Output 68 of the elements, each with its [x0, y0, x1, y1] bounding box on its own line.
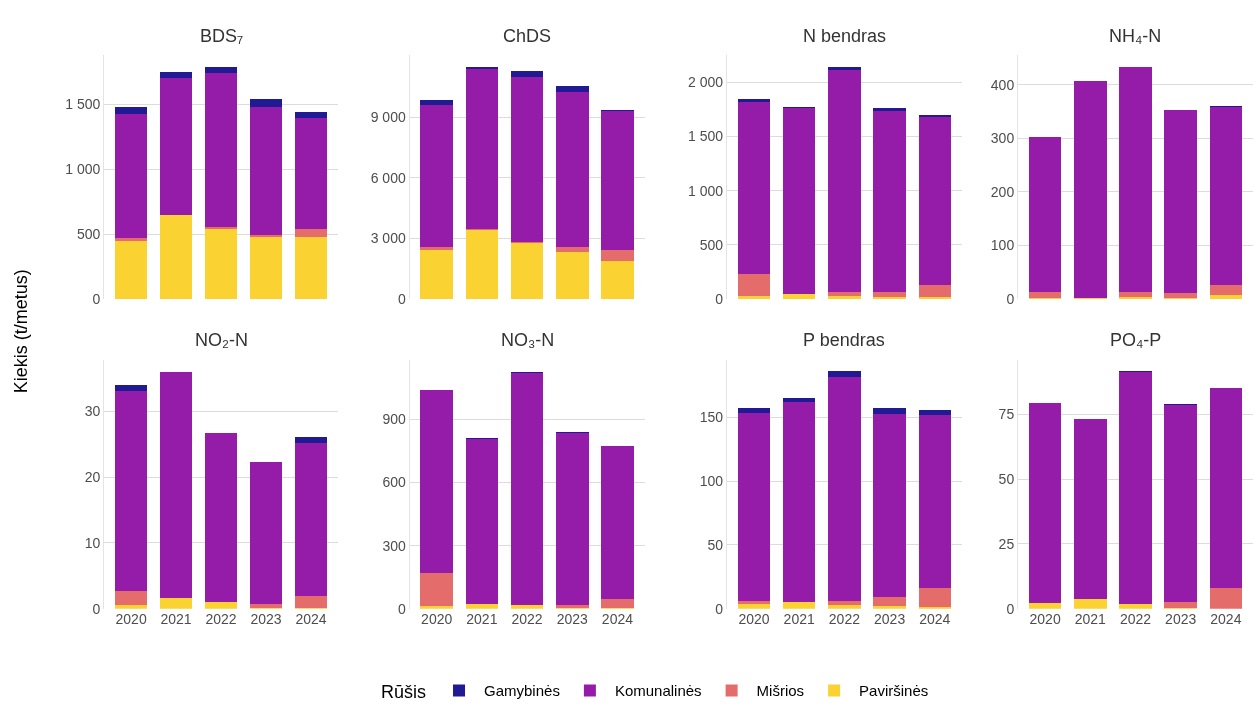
y-tick-label: 3 000 — [370, 230, 406, 247]
chart-title: N bendras — [803, 26, 887, 46]
y-tick-label: 300 — [382, 537, 406, 554]
x-tick-label: 2020 — [738, 610, 770, 627]
y-tick-label: 0 — [1006, 600, 1015, 617]
legend-label: Paviršinės — [859, 682, 929, 700]
x-tick-label: 2023 — [556, 610, 589, 627]
x-tick-label: 2020 — [421, 610, 453, 627]
y-tick-label: 200 — [990, 183, 1015, 200]
chart-title: NH₄-N — [1109, 26, 1162, 46]
y-tick-label: 0 — [715, 291, 724, 308]
chart-title: NO₃-N — [501, 330, 555, 350]
y-tick-label: 100 — [699, 473, 724, 490]
y-tick-label: 0 — [397, 600, 406, 617]
y-tick-label: 0 — [715, 600, 724, 617]
legend-title: Rūšis — [381, 681, 427, 702]
x-tick-label: 2023 — [874, 610, 906, 627]
y-tick-label: 1 500 — [65, 96, 101, 113]
y-tick-label: 10 — [84, 534, 101, 551]
x-tick-label: 2021 — [466, 610, 498, 627]
y-tick-label: 150 — [699, 409, 724, 426]
y-tick-label: 1 500 — [688, 128, 724, 145]
y-tick-label: 500 — [76, 226, 101, 243]
y-tick-label: 0 — [1006, 291, 1015, 308]
y-tick-label: 2 000 — [688, 74, 724, 91]
x-tick-label: 2022 — [1119, 610, 1152, 627]
chart-title: NO₂-N — [195, 330, 248, 350]
y-tick-label: 400 — [990, 76, 1015, 93]
y-tick-label: 0 — [397, 291, 406, 308]
chart-title: PO₄-P — [1110, 330, 1162, 350]
y-tick-label: 25 — [998, 535, 1015, 552]
chart-title: BDS₇ — [200, 26, 244, 46]
chart-title: ChDS — [503, 26, 552, 46]
legend-label: Mišrios — [756, 682, 805, 700]
x-tick-label: 2022 — [828, 610, 861, 627]
x-tick-label: 2024 — [601, 610, 634, 627]
x-tick-label: 2022 — [205, 610, 237, 627]
y-tick-label: 6 000 — [370, 169, 406, 186]
y-tick-label: 9 000 — [370, 108, 406, 125]
y-tick-label: 30 — [84, 403, 101, 420]
y-tick-label: 900 — [382, 411, 406, 428]
y-tick-label: 20 — [84, 468, 101, 485]
x-tick-label: 2024 — [295, 610, 327, 627]
x-tick-label: 2020 — [115, 610, 147, 627]
y-tick-label: 100 — [990, 237, 1015, 254]
y-tick-label: 300 — [990, 130, 1015, 147]
y-tick-label: 500 — [699, 236, 724, 253]
legend-label: Komunalinės — [614, 682, 702, 700]
y-tick-label: 50 — [998, 471, 1015, 488]
y-tick-label: 0 — [92, 600, 101, 617]
x-tick-label: 2021 — [160, 610, 192, 627]
x-tick-label: 2021 — [1074, 610, 1107, 627]
y-tick-label: 0 — [92, 291, 101, 308]
y-tick-label: 1 000 — [688, 182, 724, 199]
x-tick-label: 2023 — [250, 610, 282, 627]
x-tick-label: 2024 — [919, 610, 951, 627]
x-tick-label: 2023 — [1165, 610, 1197, 627]
y-axis-title: Kiekis (t/metus) — [11, 269, 32, 394]
x-tick-label: 2020 — [1029, 610, 1061, 627]
legend-label: Gamybinės — [484, 682, 560, 700]
y-tick-label: 600 — [382, 474, 406, 491]
y-tick-label: 50 — [707, 536, 724, 553]
x-tick-label: 2022 — [511, 610, 543, 627]
chart-title: P bendras — [803, 330, 885, 350]
x-tick-label: 2021 — [783, 610, 815, 627]
x-tick-label: 2024 — [1210, 610, 1242, 627]
y-tick-label: 1 000 — [65, 161, 101, 178]
y-tick-label: 75 — [998, 406, 1015, 423]
